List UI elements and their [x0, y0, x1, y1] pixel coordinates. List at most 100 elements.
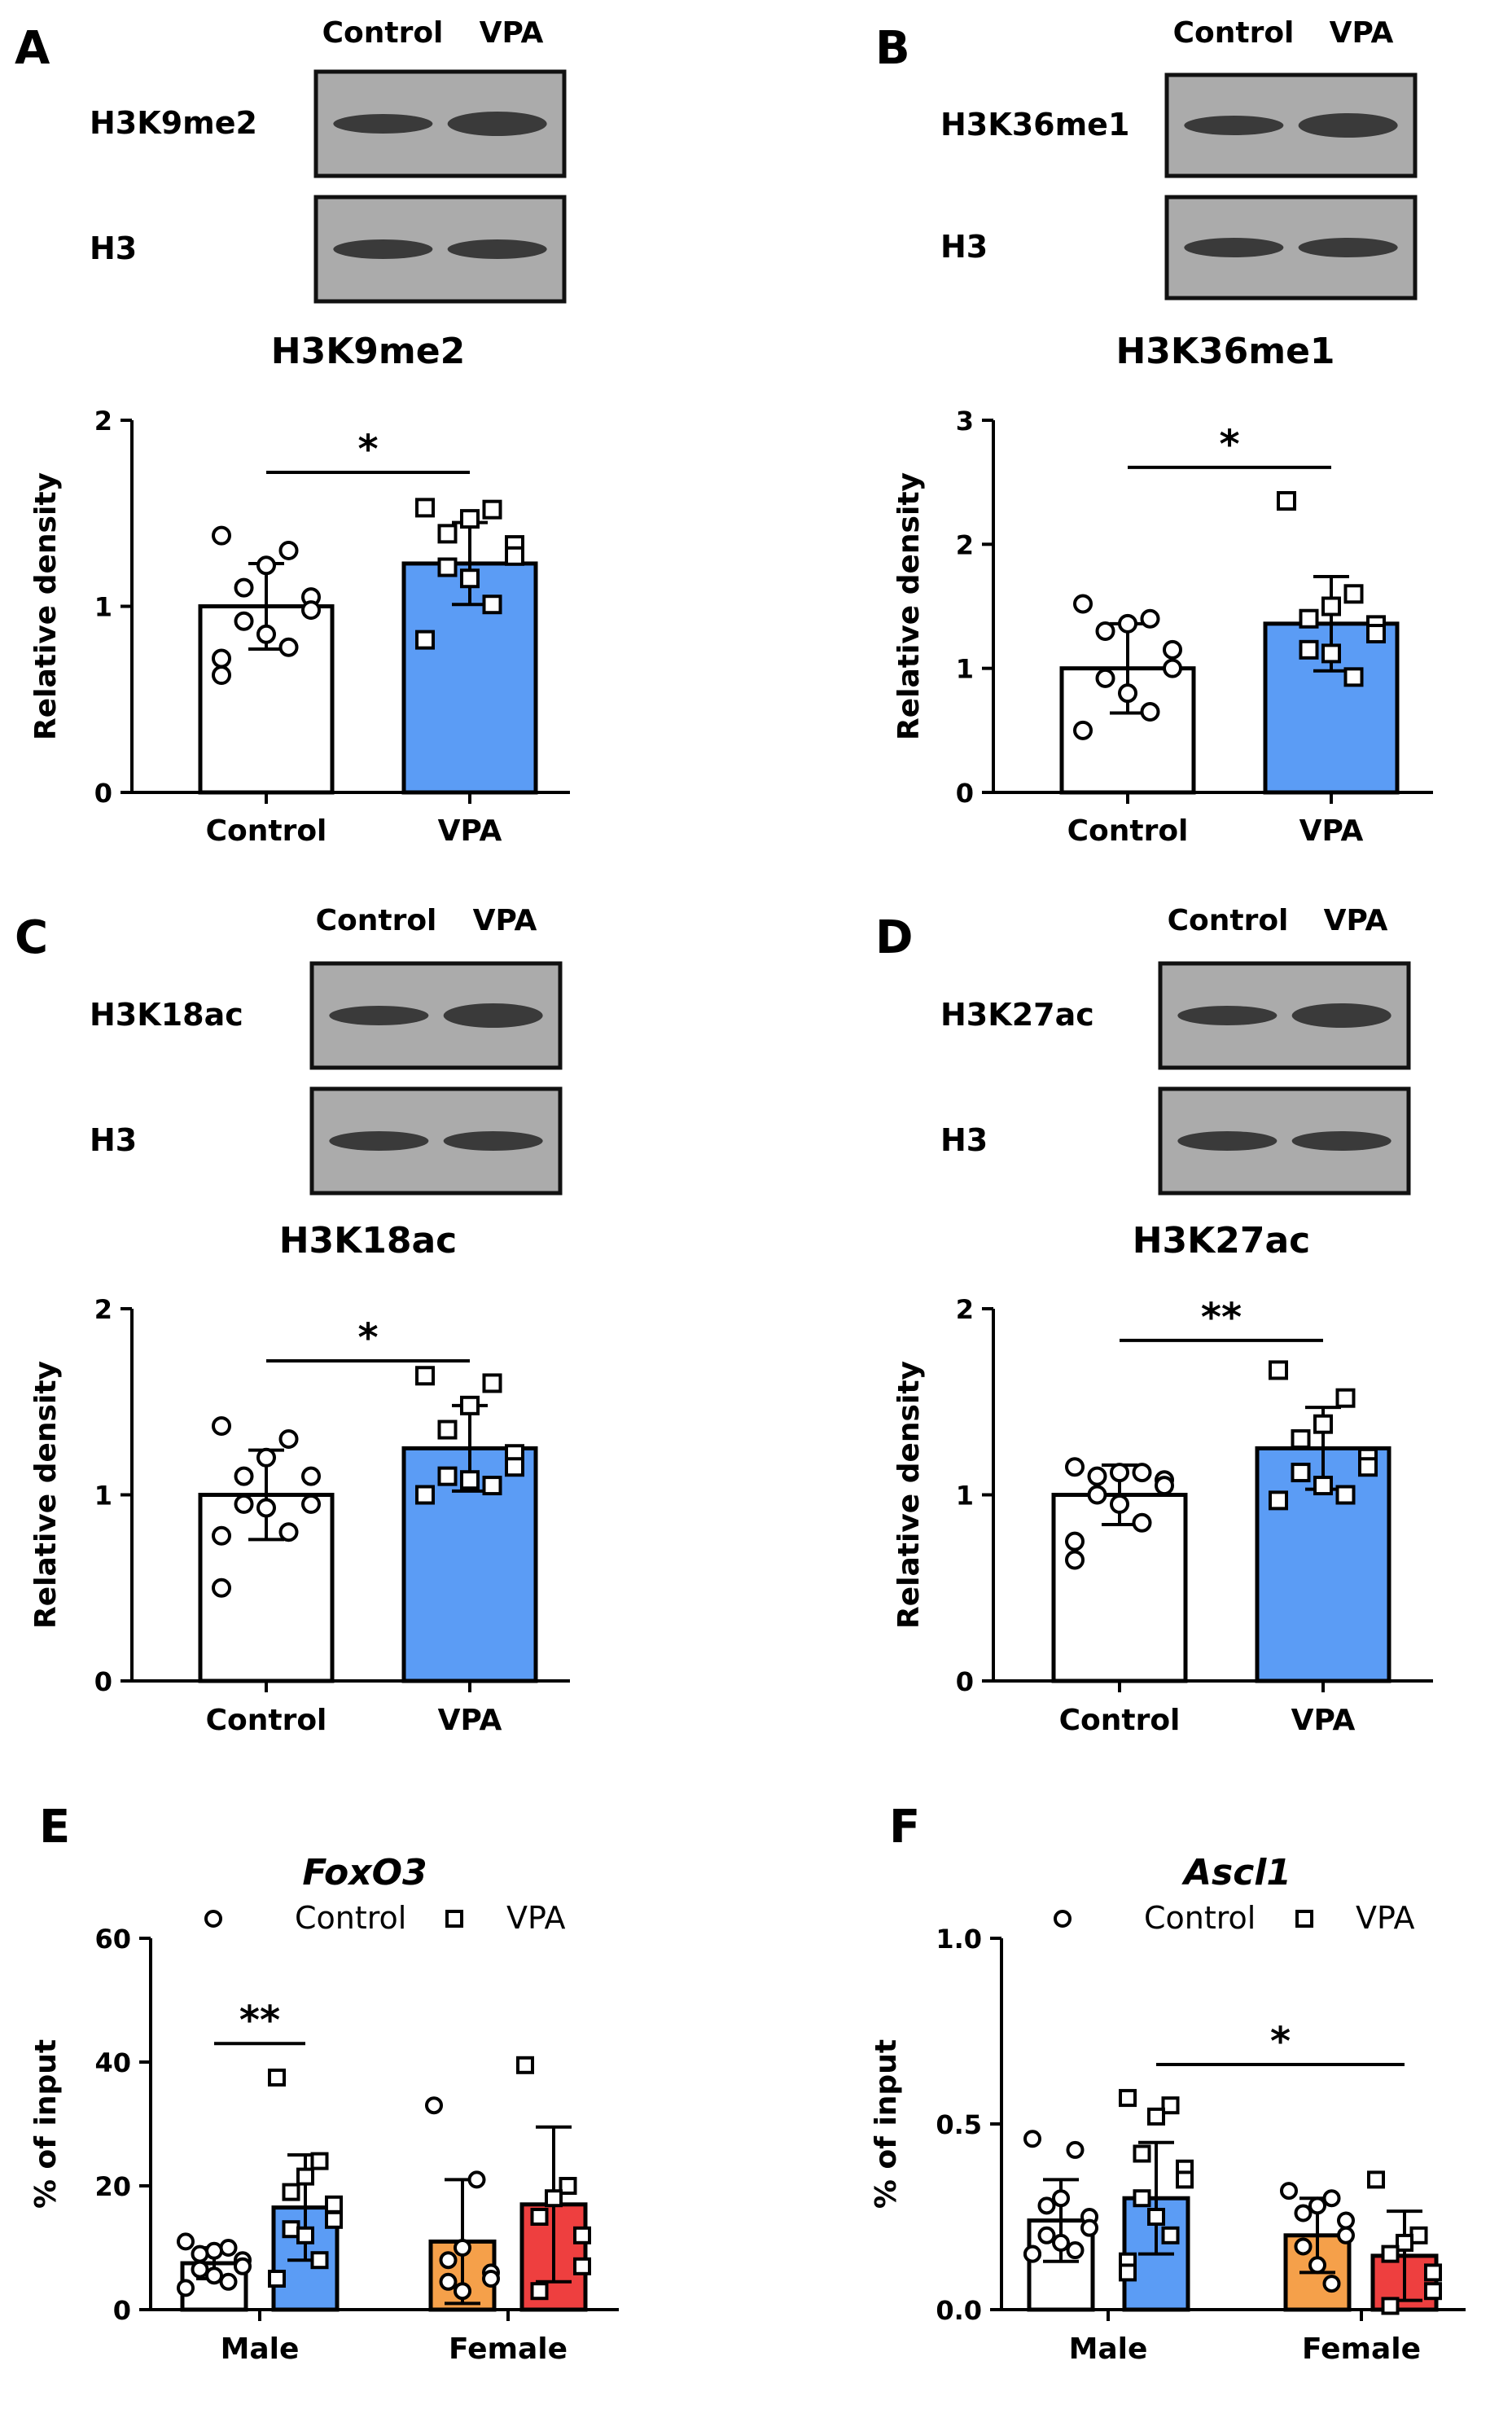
blot-lane-label: Control — [1168, 904, 1289, 937]
data-point-square — [1321, 596, 1341, 617]
y-tick-label: 0 — [94, 1666, 112, 1697]
chart-title: H3K18ac — [279, 1220, 458, 1262]
data-point-circle — [1037, 2226, 1056, 2244]
data-point-square — [505, 546, 524, 566]
data-point-circle — [301, 1466, 321, 1486]
data-point-square — [1321, 643, 1341, 664]
x-tick-label: Control — [206, 814, 327, 848]
blot-lane-label: Control — [1173, 16, 1295, 50]
x-tick-label: Control — [1059, 1704, 1181, 1737]
data-point-square — [1335, 1388, 1356, 1408]
data-point-circle — [234, 1466, 254, 1486]
blot-band — [329, 1131, 429, 1151]
x-tick-label: VPA — [1291, 1704, 1356, 1737]
data-point-circle — [1065, 1550, 1085, 1570]
data-point-circle — [467, 2170, 486, 2189]
legend-label: VPA — [1356, 1900, 1414, 1936]
data-point-circle — [1066, 2241, 1085, 2260]
blot-row-label: H3 — [940, 1122, 988, 1158]
data-point-circle — [1052, 2189, 1070, 2208]
data-point-circle — [454, 2282, 471, 2301]
data-point-square — [325, 2210, 343, 2229]
blot-row-label: H3K9me2 — [90, 105, 257, 141]
y-tick-label: 2 — [956, 529, 974, 560]
data-point-square — [1161, 2226, 1180, 2244]
blot-band — [333, 239, 433, 259]
data-point-circle — [1163, 639, 1182, 660]
data-point-square — [1366, 624, 1386, 644]
data-point-square — [530, 2282, 549, 2301]
data-point-square — [1119, 2263, 1137, 2282]
data-point-square — [559, 2177, 577, 2195]
significance-marker: ** — [1201, 1295, 1242, 1341]
y-tick-label: 0 — [956, 1666, 974, 1697]
y-tick-label: 0.0 — [936, 2295, 982, 2326]
blot-band — [1298, 238, 1398, 257]
data-point-square — [282, 2220, 300, 2239]
data-point-circle — [234, 2257, 252, 2275]
blot-band — [1184, 116, 1284, 135]
data-point-circle — [256, 624, 276, 644]
data-point-square — [437, 1420, 458, 1440]
data-point-square — [1381, 2297, 1400, 2315]
data-point-circle — [439, 2251, 458, 2270]
data-point-square — [1291, 1463, 1311, 1483]
data-point-circle — [1073, 594, 1093, 614]
data-point-square — [282, 2183, 300, 2201]
data-point-circle — [1294, 2204, 1313, 2223]
data-point-square — [415, 630, 435, 650]
panel-letter-f: F — [889, 1801, 920, 1854]
significance-marker: ** — [239, 1998, 280, 2043]
data-point-square — [1343, 667, 1364, 687]
y-tick-label: 1.0 — [936, 1924, 982, 1955]
western-blot-b: Control VPA H3K36me1 H3 — [940, 16, 1418, 301]
data-point-circle — [212, 665, 231, 686]
data-point-square — [437, 524, 458, 544]
data-point-circle — [425, 2096, 443, 2115]
data-point-circle — [256, 1447, 276, 1468]
data-point-circle — [205, 2241, 223, 2260]
blot-band — [333, 114, 433, 134]
data-point-square — [1119, 2089, 1137, 2108]
legend-label: VPA — [506, 1900, 565, 1936]
blot-band — [447, 112, 547, 136]
bar — [198, 604, 335, 795]
grouped-bar-chart-f: Ascl1 Control VPA 0.0 0.5 1.0 % of input Male Fe… — [870, 1852, 1466, 2366]
y-tick-label: 0 — [94, 778, 112, 809]
data-point-circle — [1280, 2182, 1298, 2201]
data-point-square — [1277, 491, 1296, 511]
data-point-square — [516, 2056, 534, 2074]
data-point-circle — [1065, 1531, 1085, 1551]
data-point-circle — [1110, 1463, 1129, 1483]
blot-lane-label: VPA — [473, 904, 537, 937]
data-point-circle — [301, 1494, 321, 1514]
y-axis-label: Relative density — [29, 1361, 63, 1629]
data-point-circle — [278, 1428, 299, 1449]
data-point-circle — [212, 1577, 231, 1598]
data-point-circle — [1118, 683, 1137, 704]
data-point-circle — [212, 1415, 231, 1436]
bar-chart-d: H3K27ac 0 1 2 Relative density Control VPA ** — [892, 1220, 1433, 1737]
data-point-square — [1291, 1428, 1311, 1449]
data-point-square — [1147, 2107, 1165, 2126]
significance-marker: * — [1270, 2019, 1291, 2065]
legend-marker-square — [445, 1910, 463, 1928]
data-point-square — [1133, 2189, 1151, 2208]
data-point-square — [1381, 2244, 1400, 2263]
data-point-circle — [219, 2239, 238, 2257]
data-point-square — [310, 2152, 329, 2170]
data-point-square — [460, 568, 480, 589]
data-point-square — [1299, 639, 1319, 660]
x-tick-label: Male — [221, 2332, 300, 2366]
y-tick-label: 20 — [94, 2171, 131, 2202]
data-point-square — [530, 2208, 549, 2226]
data-point-square — [1424, 2263, 1442, 2282]
data-point-square — [1409, 2226, 1428, 2244]
y-tick-label: 1 — [956, 654, 974, 685]
data-point-square — [325, 2195, 343, 2214]
data-point-circle — [234, 611, 254, 631]
data-point-square — [1299, 608, 1319, 629]
data-point-circle — [1322, 2275, 1341, 2293]
data-point-circle — [191, 2244, 209, 2263]
panel-letter-d: D — [875, 911, 913, 964]
